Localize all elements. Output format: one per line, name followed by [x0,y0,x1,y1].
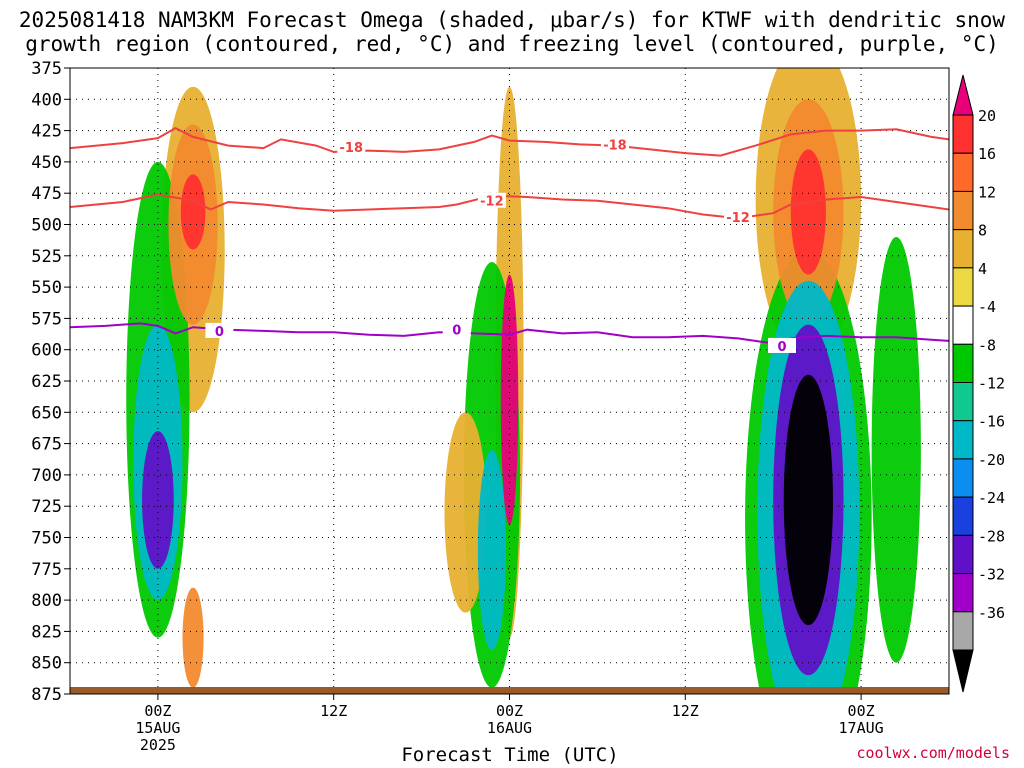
colorbar-swatch-8 [952,420,974,460]
contour-label--18: -18 [603,138,627,153]
ground-surface [70,687,949,694]
colorbar-swatch-6 [952,343,974,383]
y-tick-label: 425 [31,122,62,142]
y-tick-label: 725 [31,497,62,517]
colorbar-swatch-1 [952,152,974,192]
colorbar-label: 4 [978,260,987,278]
y-tick-label: 675 [31,435,62,455]
omega-cell-12 [783,374,833,626]
colorbar-bottom-arrow [952,649,974,693]
contour-label--12: -12 [480,195,504,210]
y-tick-label: 600 [31,341,62,361]
colorbar-label: -32 [978,566,1005,584]
y-tick-label: 375 [31,59,62,79]
y-tick-label: 525 [31,247,62,267]
colorbar-swatch-10 [952,496,974,536]
colorbar-label: 12 [978,183,996,201]
chart-title-line-1: 2025081418 NAM3KM Forecast Omega (shaded… [18,8,1006,32]
contour-label-bg [767,337,796,353]
colorbar-label: -28 [978,527,1005,545]
y-tick-label: 625 [31,372,62,392]
omega-cell-3 [180,174,206,250]
x-tick-label: 16AUG [487,719,532,737]
colorbar-label: -16 [978,413,1005,431]
y-tick-label: 750 [31,529,62,549]
contour-line-0 [70,322,949,345]
y-axis: 375 400 425 450 475 500 525 550 575 600 625 650 675 7… [31,59,70,705]
y-tick-label: 500 [31,216,62,236]
colorbar-swatch-3 [952,229,974,269]
y-tick-label: 450 [31,153,62,173]
y-tick-label: 875 [31,685,62,705]
colorbar-label: -24 [978,489,1005,507]
colorbar-swatch-13 [952,611,974,651]
x-tick-label: 12Z [320,702,347,720]
contour-label-0: 0 [452,324,461,339]
contour-label-bg [724,208,753,224]
x-tick-label: 00Z [496,702,523,720]
omega-cell-19 [871,237,921,663]
colorbar-swatch-0 [952,114,974,154]
y-tick-label: 800 [31,591,62,611]
contour-label-bg [477,192,506,208]
y-tick-label: 550 [31,278,62,298]
colorbar-label: 20 [978,107,996,125]
colorbar-label: 16 [978,145,996,163]
colorbar-swatch-2 [952,190,974,231]
colorbar: 20 16 12 8 4 -4 -8 -12 -16 -20 -24 -28 -32 -36 [952,74,1005,693]
y-tick-label: 475 [31,184,62,204]
contour-label-bg [205,322,234,338]
x-tick-label: 17AUG [839,719,884,737]
contour-label-bg [442,321,471,337]
y-tick-label: 575 [31,309,62,329]
x-axis-title: Forecast Time (UTC) [401,744,619,766]
y-tick-label: 700 [31,466,62,486]
credit-text: coolwx.com/models [856,744,1010,762]
x-tick-label: 15AUG [135,719,180,737]
contour-label-bg [600,136,629,152]
omega-cell-7 [500,274,519,525]
omega-cell-9 [477,449,506,651]
x-tick-label: 00Z [848,702,875,720]
contour-line--18 [70,126,949,157]
y-tick-label: 650 [31,403,62,423]
contour-label-0: 0 [777,340,786,355]
x-tick-label: 12Z [672,702,699,720]
omega-shading [126,68,921,694]
colorbar-label: -36 [978,604,1005,622]
colorbar-top-arrow [952,74,974,116]
omega-cell-0 [142,431,174,569]
colorbar-label: -12 [978,375,1005,393]
colorbar-swatch-4 [952,267,974,307]
colorbar-label: 8 [978,222,987,240]
contour-label-bg [337,138,366,154]
contour-label--18: -18 [340,141,364,156]
x-tick-label: 2025 [140,736,176,754]
contour-line--12 [70,193,949,220]
omega-cell-6 [182,587,204,688]
y-tick-label: 775 [31,560,62,580]
chart-title-line-2: growth region (contoured, red, °C) and f… [25,32,999,56]
contour-lines: -18 -18 -12 -12 0 0 0 [70,126,949,355]
omega-cell-16 [790,149,826,275]
colorbar-label: -4 [978,298,996,316]
colorbar-swatch-9 [952,458,974,498]
omega-cell-11 [444,412,487,613]
colorbar-label: -20 [978,451,1005,469]
colorbar-swatch-5 [952,305,974,345]
contour-label-0: 0 [215,325,224,340]
colorbar-swatch-12 [952,573,974,613]
y-tick-label: 400 [31,90,62,110]
y-tick-label: 850 [31,654,62,674]
colorbar-swatch-7 [952,382,974,422]
x-tick-label: 00Z [144,702,171,720]
colorbar-swatch-11 [952,534,974,575]
y-tick-label: 825 [31,622,62,642]
colorbar-label: -8 [978,336,996,354]
contour-label--12: -12 [726,211,750,226]
